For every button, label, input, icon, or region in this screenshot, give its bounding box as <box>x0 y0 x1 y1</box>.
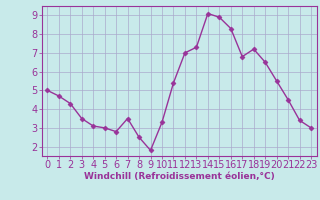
X-axis label: Windchill (Refroidissement éolien,°C): Windchill (Refroidissement éolien,°C) <box>84 172 275 181</box>
